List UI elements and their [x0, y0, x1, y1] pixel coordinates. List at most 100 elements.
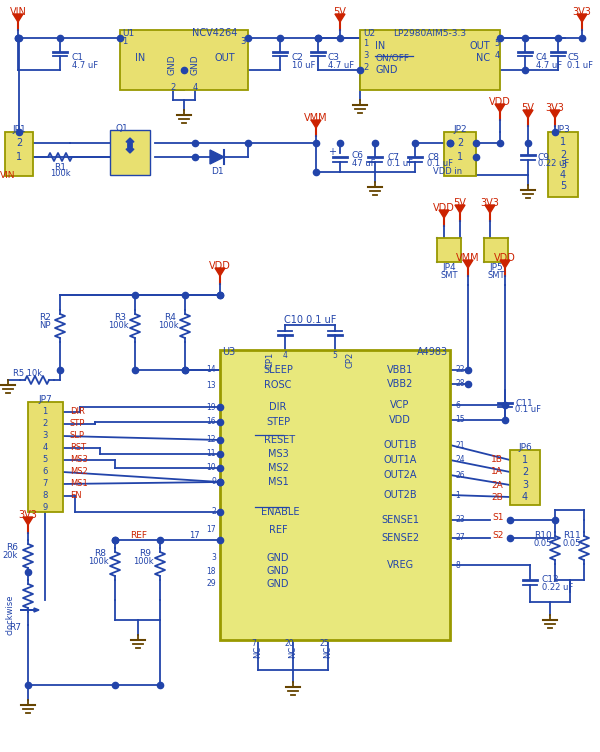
Text: 9: 9	[43, 504, 47, 513]
Text: OUT2A: OUT2A	[383, 470, 417, 480]
Text: R4: R4	[164, 313, 176, 322]
Text: 11: 11	[206, 450, 216, 459]
Text: GND: GND	[167, 55, 176, 75]
Text: 0.1 uF: 0.1 uF	[567, 60, 593, 69]
Bar	[28, 402, 63, 512]
Text: SENSE2: SENSE2	[381, 533, 419, 543]
Text: SMT: SMT	[440, 271, 458, 280]
Text: R9: R9	[139, 550, 151, 559]
Polygon shape	[577, 14, 587, 22]
FancyArrow shape	[20, 608, 39, 612]
Bar	[548, 132, 578, 197]
Text: REF: REF	[269, 525, 287, 535]
Text: OUT2B: OUT2B	[383, 490, 417, 500]
Text: STEP: STEP	[266, 417, 290, 427]
Text: 24: 24	[455, 456, 464, 465]
Text: 1: 1	[16, 152, 22, 162]
Text: 100k: 100k	[50, 169, 70, 178]
Text: JP2: JP2	[453, 126, 467, 135]
Polygon shape	[210, 150, 224, 164]
Text: clockwise: clockwise	[5, 595, 14, 635]
Text: JP4: JP4	[442, 263, 456, 272]
Text: IN: IN	[375, 41, 385, 51]
Text: 4: 4	[560, 170, 566, 180]
Text: JP3: JP3	[556, 126, 570, 135]
Text: MS2: MS2	[70, 468, 88, 477]
Text: D1: D1	[211, 168, 223, 177]
Text: 1A: 1A	[491, 468, 503, 477]
Text: U1: U1	[122, 29, 134, 38]
Text: C11: C11	[515, 399, 533, 408]
Text: 5: 5	[43, 456, 47, 465]
Text: RESET: RESET	[265, 435, 296, 445]
Polygon shape	[439, 210, 449, 218]
Text: 1B: 1B	[491, 456, 503, 465]
Text: 12: 12	[206, 435, 216, 444]
Text: S1: S1	[492, 514, 503, 523]
Text: 20: 20	[284, 638, 294, 647]
Text: 0.05: 0.05	[534, 538, 552, 547]
Text: 28: 28	[455, 380, 464, 389]
Text: C12: C12	[542, 575, 560, 584]
Text: Q1: Q1	[115, 123, 128, 132]
Text: JP6: JP6	[518, 444, 532, 453]
Text: SMT: SMT	[487, 271, 505, 280]
Text: VDD: VDD	[209, 261, 231, 271]
Text: 2: 2	[43, 420, 47, 429]
Text: 4: 4	[522, 492, 528, 502]
Text: 10: 10	[206, 463, 216, 472]
Text: NCV4264: NCV4264	[193, 28, 238, 38]
Text: 5: 5	[495, 40, 500, 48]
Text: 6: 6	[43, 468, 47, 477]
Text: S2: S2	[492, 532, 503, 541]
Text: 4: 4	[283, 350, 287, 359]
Text: 8: 8	[43, 492, 47, 501]
Text: 4.7 uF: 4.7 uF	[72, 60, 98, 69]
Text: 0.1 uF: 0.1 uF	[427, 159, 453, 168]
Text: 1: 1	[122, 38, 127, 47]
Bar	[360, 30, 500, 90]
Text: 100k: 100k	[88, 557, 109, 566]
Text: C4: C4	[536, 53, 548, 62]
Text: VDD: VDD	[489, 97, 511, 107]
Polygon shape	[13, 14, 23, 22]
Text: +: +	[328, 147, 336, 157]
Text: 2A: 2A	[491, 481, 503, 490]
Polygon shape	[485, 205, 495, 213]
Text: NC: NC	[289, 646, 298, 658]
Text: 3V3: 3V3	[19, 510, 37, 520]
Text: GND: GND	[375, 65, 398, 75]
Text: VBB2: VBB2	[387, 379, 413, 389]
Text: 4: 4	[495, 51, 500, 60]
Text: 4: 4	[193, 83, 197, 92]
Text: 3: 3	[560, 160, 566, 170]
Text: GND: GND	[267, 566, 289, 576]
Text: 2: 2	[560, 150, 566, 160]
Polygon shape	[523, 110, 533, 118]
Polygon shape	[215, 268, 225, 276]
Text: 7: 7	[251, 638, 256, 647]
Text: DIR: DIR	[269, 402, 287, 412]
Text: VMM: VMM	[456, 253, 480, 263]
FancyArrow shape	[126, 138, 134, 150]
Text: GND: GND	[267, 579, 289, 589]
Text: 0.1 uF: 0.1 uF	[387, 159, 413, 168]
Text: VCP: VCP	[391, 400, 410, 410]
Text: 18: 18	[206, 566, 216, 575]
Text: VIN: VIN	[0, 171, 16, 180]
Text: NC: NC	[323, 646, 332, 658]
Text: ROSC: ROSC	[265, 380, 292, 390]
Bar	[484, 238, 508, 262]
Text: 27: 27	[455, 533, 464, 542]
Text: 5: 5	[560, 181, 566, 191]
Bar	[510, 450, 540, 505]
Text: 5V: 5V	[521, 103, 535, 113]
Text: 2: 2	[363, 63, 368, 72]
Text: 20k: 20k	[2, 550, 17, 559]
Text: 100k: 100k	[158, 320, 178, 329]
Text: 6: 6	[455, 401, 460, 410]
Text: CP2: CP2	[346, 352, 355, 368]
Text: STP: STP	[70, 420, 85, 429]
Text: DIR: DIR	[70, 408, 85, 417]
Text: 2: 2	[170, 83, 176, 92]
